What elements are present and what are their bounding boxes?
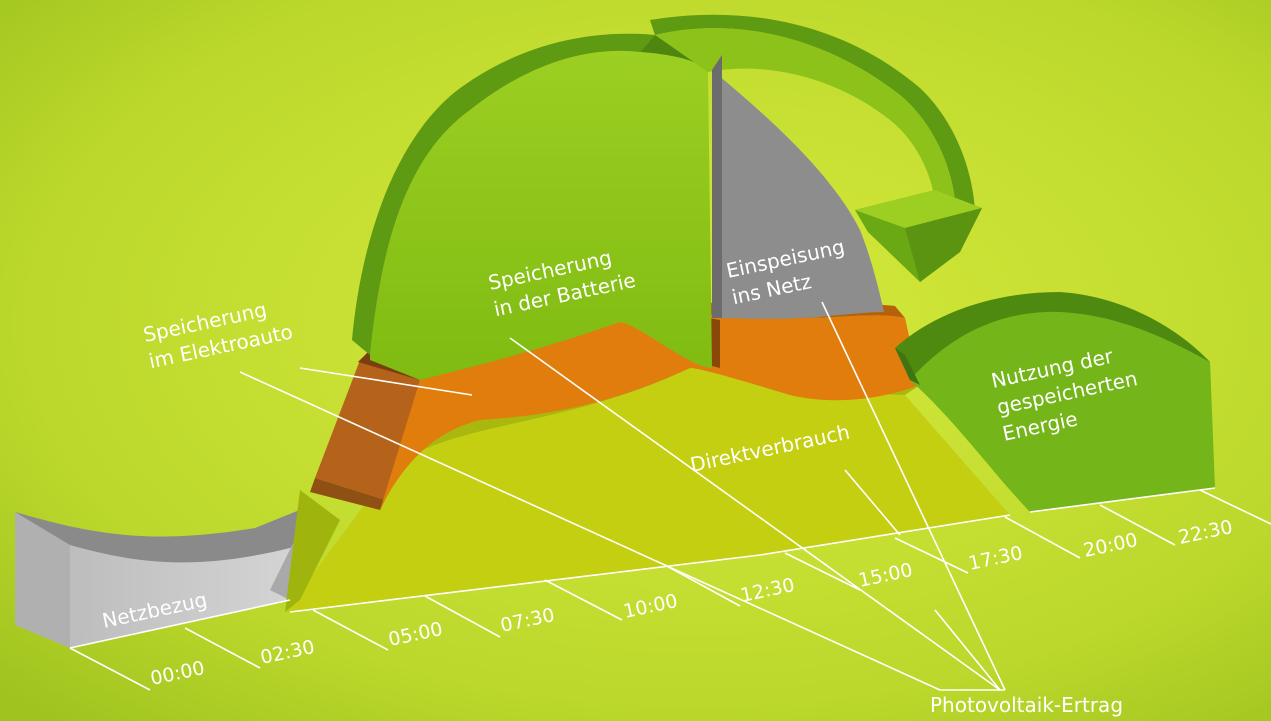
nutzung-block xyxy=(895,292,1215,512)
netzbezug-block xyxy=(15,505,340,648)
photovoltaik-pointer-lines xyxy=(239,301,1006,691)
battery-storage-arc xyxy=(352,14,982,381)
time-axis xyxy=(69,487,1271,691)
einspeisung-wedge xyxy=(712,55,884,319)
label-photovoltaik-ertrag: Photovoltaik-Ertrag xyxy=(930,693,1123,717)
label-leader-lines xyxy=(299,367,901,536)
